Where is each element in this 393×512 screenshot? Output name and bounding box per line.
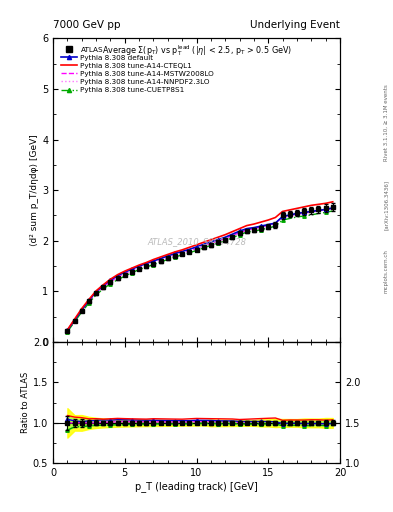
Text: mcplots.cern.ch: mcplots.cern.ch: [384, 249, 388, 293]
X-axis label: p_T (leading track) [GeV]: p_T (leading track) [GeV]: [135, 481, 258, 492]
Y-axis label: ⟨d² sum p_T/dηdφ⟩ [GeV]: ⟨d² sum p_T/dηdφ⟩ [GeV]: [30, 134, 39, 246]
Text: Underlying Event: Underlying Event: [250, 19, 340, 30]
Text: Rivet 3.1.10, ≥ 3.1M events: Rivet 3.1.10, ≥ 3.1M events: [384, 84, 388, 161]
Text: Average $\Sigma$(p$_\mathregular{T}$) vs p$_\mathregular{T}^{\mathregular{lead}}: Average $\Sigma$(p$_\mathregular{T}$) vs…: [101, 43, 292, 58]
Text: [arXiv:1306.3436]: [arXiv:1306.3436]: [384, 180, 388, 230]
Y-axis label: Ratio to ATLAS: Ratio to ATLAS: [21, 372, 30, 433]
Text: 7000 GeV pp: 7000 GeV pp: [53, 19, 121, 30]
Text: ATLAS_2010_S8994728: ATLAS_2010_S8994728: [147, 237, 246, 246]
Legend: ATLAS, Pythia 8.308 default, Pythia 8.308 tune-A14-CTEQL1, Pythia 8.308 tune-A14: ATLAS, Pythia 8.308 default, Pythia 8.30…: [59, 45, 216, 95]
